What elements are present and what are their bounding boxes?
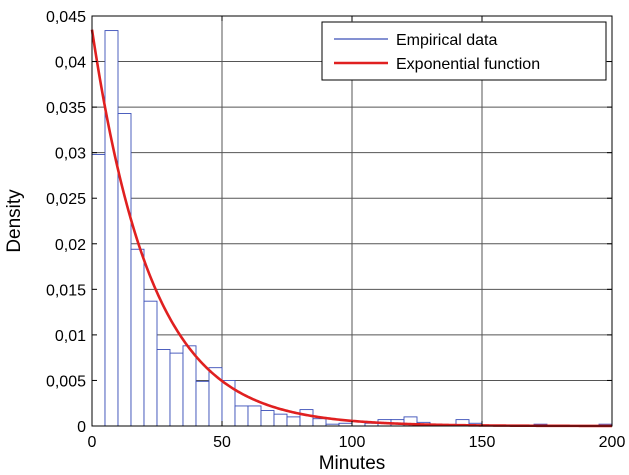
legend-label-exponential: Exponential function: [396, 56, 540, 73]
histogram-bar: [182, 345, 197, 427]
x-tick-label: 0: [88, 434, 97, 451]
histogram-bar: [234, 405, 249, 427]
x-tick-label: 50: [213, 434, 231, 451]
histogram-bar: [286, 416, 301, 427]
y-tick-label: 0,015: [46, 282, 86, 299]
histogram-bar: [143, 300, 158, 427]
histogram-bar: [312, 418, 327, 427]
y-tick-label: 0,02: [55, 237, 86, 254]
histogram-bar: [130, 248, 145, 427]
y-tick-label: 0,045: [46, 9, 86, 26]
x-axis-label: Minutes: [319, 453, 386, 474]
x-tick-label: 100: [339, 434, 366, 451]
x-axis-ticks: 0 50 100 150 200: [88, 16, 626, 451]
y-tick-label: 0,04: [55, 55, 86, 72]
y-tick-label: 0,03: [55, 146, 86, 163]
histogram-bar: [104, 30, 119, 427]
histogram-bar: [195, 380, 210, 427]
histogram-bar: [260, 410, 275, 427]
histogram-bar: [117, 113, 132, 427]
histogram-bar: [247, 405, 262, 427]
histogram-bar: [169, 352, 184, 427]
y-tick-label: 0,035: [46, 100, 86, 117]
y-axis-ticks: 0 0,005 0,01 0,015 0,02 0,025 0,03 0,035 0,04 0,0…: [46, 9, 612, 436]
x-tick-label: 200: [599, 434, 626, 451]
y-tick-label: 0,005: [46, 373, 86, 390]
histogram-bar: [299, 409, 314, 427]
y-tick-label: 0: [77, 419, 86, 436]
legend: Empirical data Exponential function: [321, 21, 607, 81]
y-axis-label: Density: [4, 189, 25, 253]
histogram-bar: [156, 349, 171, 427]
y-tick-label: 0,025: [46, 191, 86, 208]
legend-label-empirical: Empirical data: [396, 32, 497, 49]
legend-box: [321, 21, 607, 81]
y-tick-label: 0,01: [55, 328, 86, 345]
histogram-bar: [91, 154, 106, 427]
x-tick-label: 150: [469, 434, 496, 451]
histogram-bar: [273, 413, 288, 427]
